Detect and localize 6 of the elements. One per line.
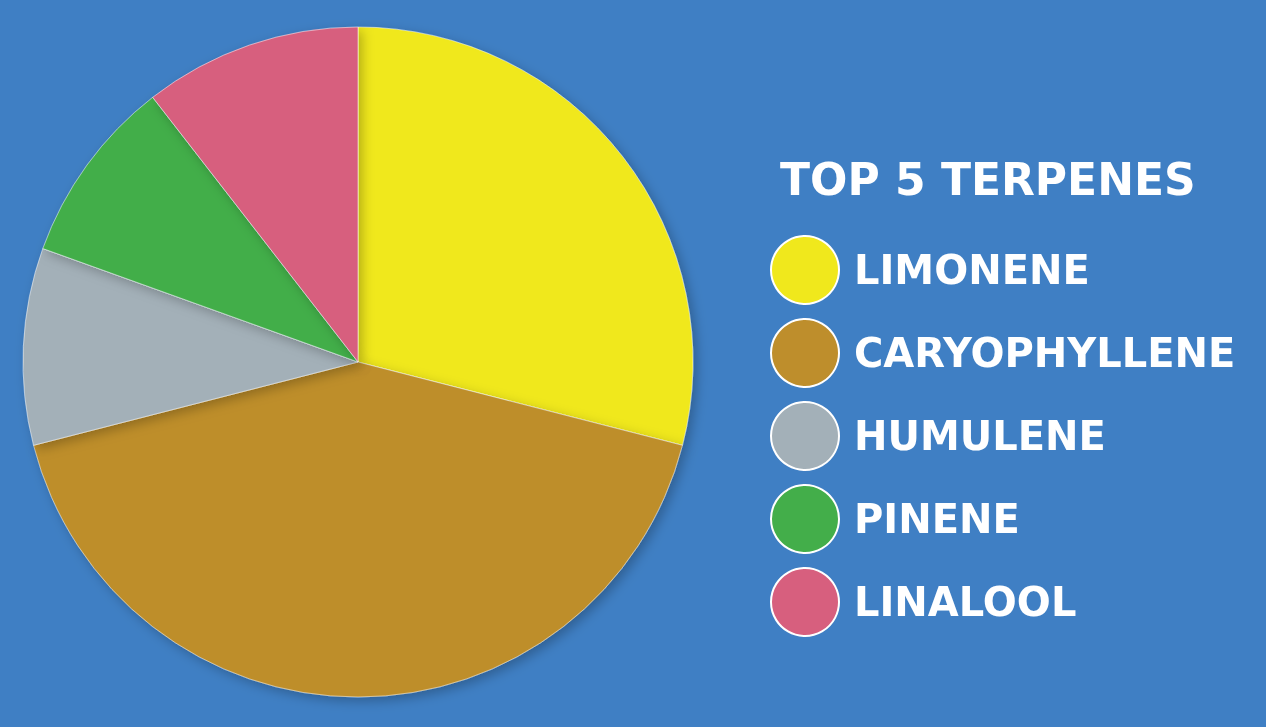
legend-label: LINALOOL xyxy=(854,579,1077,625)
legend-label: PINENE xyxy=(854,496,1020,542)
legend-title: TOP 5 TERPENES xyxy=(780,153,1196,205)
legend-label: LIMONENE xyxy=(854,247,1090,293)
legend-label: CARYOPHYLLENE xyxy=(854,330,1236,376)
legend-label: HUMULENE xyxy=(854,413,1106,459)
